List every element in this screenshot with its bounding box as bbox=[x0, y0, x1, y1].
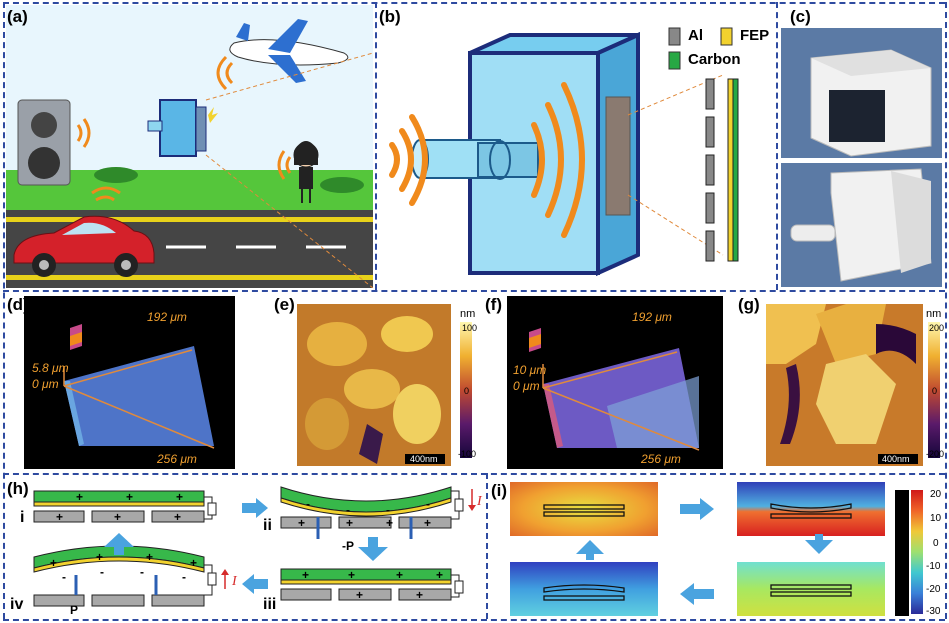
svg-text:+: + bbox=[424, 516, 431, 530]
svg-text:-: - bbox=[182, 570, 186, 584]
legend-fep-label: FEP bbox=[740, 27, 770, 44]
h-force-minus-p: -P bbox=[342, 539, 354, 553]
g-colorbar-tick-max: 200 bbox=[929, 323, 945, 333]
f-axis-origin-label: 0 μm bbox=[513, 379, 540, 393]
svg-text:+: + bbox=[436, 568, 443, 582]
svg-text:+: + bbox=[386, 516, 393, 530]
h-stage-ii-label: ii bbox=[263, 517, 272, 534]
panel-i-simulation bbox=[510, 482, 912, 618]
h-stage-iv-label: iv bbox=[10, 596, 24, 613]
svg-text:+: + bbox=[174, 510, 181, 524]
h-current-label-ii: I bbox=[477, 494, 482, 509]
svg-text:+: + bbox=[114, 510, 121, 524]
legend-carbon-label: Carbon bbox=[688, 51, 741, 68]
frame-bottom bbox=[3, 619, 945, 621]
panel-h-mechanism: + + + + + + ---- + + + + + + + + + + bbox=[6, 477, 484, 618]
d-axis-x-label: 256 μm bbox=[157, 452, 197, 466]
g-scalebar-label: 400nm bbox=[882, 454, 910, 464]
svg-text:+: + bbox=[416, 588, 423, 602]
panel-label-i: (i) bbox=[491, 481, 508, 500]
legend-al-label: Al bbox=[688, 27, 703, 44]
svg-text:-: - bbox=[346, 503, 350, 517]
g-colorbar bbox=[928, 322, 940, 458]
svg-text:+: + bbox=[76, 490, 83, 504]
i-colorbar-tick-10: 10 bbox=[930, 513, 942, 524]
svg-text:-: - bbox=[426, 497, 430, 511]
i-colorbar bbox=[911, 490, 923, 614]
panel-label-f: (f) bbox=[485, 295, 502, 314]
panel-label-c: (c) bbox=[790, 7, 811, 26]
svg-text:+: + bbox=[126, 490, 133, 504]
g-colorbar-unit: nm bbox=[926, 308, 942, 320]
svg-text:+: + bbox=[190, 556, 197, 570]
i-colorbar-tick-m20: -20 bbox=[926, 584, 941, 595]
panel-f-afm3d bbox=[507, 296, 723, 469]
svg-text:-: - bbox=[140, 565, 144, 579]
panel-e-afm2d bbox=[297, 304, 451, 466]
f-axis-y-label: 192 μm bbox=[632, 310, 672, 324]
e-colorbar-tick-mid: 0 bbox=[464, 386, 470, 396]
row-divider-1 bbox=[3, 290, 945, 292]
panel-g-afm2d bbox=[766, 304, 923, 466]
h-stage-i-label: i bbox=[20, 509, 25, 526]
panel-c-photo-bottom bbox=[781, 163, 942, 287]
e-scalebar-label: 400nm bbox=[410, 454, 438, 464]
d-axis-z-label: 5.8 μm bbox=[32, 361, 69, 375]
f-axis-z-label: 10 μm bbox=[513, 363, 547, 377]
h-stage-iii-label: iii bbox=[263, 596, 277, 613]
g-colorbar-tick-min: -200 bbox=[926, 449, 945, 459]
col-divider-hi bbox=[486, 473, 488, 619]
svg-text:+: + bbox=[56, 510, 63, 524]
svg-text:+: + bbox=[348, 568, 355, 582]
svg-text:+: + bbox=[176, 490, 183, 504]
panel-label-b: (b) bbox=[379, 7, 401, 26]
svg-text:+: + bbox=[346, 516, 353, 530]
i-colorbar-tick-0: 0 bbox=[933, 538, 939, 549]
svg-text:+: + bbox=[356, 588, 363, 602]
svg-text:-: - bbox=[386, 503, 390, 517]
d-axis-y-label: 192 μm bbox=[147, 310, 187, 324]
f-axis-x-label: 256 μm bbox=[641, 452, 681, 466]
col-divider-bc bbox=[776, 2, 778, 290]
panel-label-e: (e) bbox=[274, 295, 295, 314]
e-colorbar-unit: nm bbox=[460, 308, 476, 320]
col-divider-ab bbox=[375, 2, 377, 290]
svg-text:+: + bbox=[50, 556, 57, 570]
frame-top bbox=[3, 2, 945, 4]
panel-label-a: (a) bbox=[7, 7, 28, 26]
e-colorbar bbox=[460, 322, 472, 458]
panel-a-scene bbox=[6, 5, 374, 289]
svg-text:+: + bbox=[396, 568, 403, 582]
panel-label-g: (g) bbox=[738, 295, 760, 314]
svg-text:+: + bbox=[146, 550, 153, 564]
d-axis-origin-label: 0 μm bbox=[32, 377, 59, 391]
h-force-p: P bbox=[70, 603, 79, 617]
h-current-label-iv: I bbox=[232, 574, 237, 589]
panel-c-photo-top bbox=[781, 28, 942, 158]
g-colorbar-tick-mid: 0 bbox=[932, 386, 938, 396]
frame-left bbox=[3, 2, 5, 619]
svg-text:-: - bbox=[100, 565, 104, 579]
svg-text:+: + bbox=[96, 550, 103, 564]
e-colorbar-tick-min: -100 bbox=[458, 449, 477, 459]
svg-text:-: - bbox=[62, 570, 66, 584]
panel-label-d: (d) bbox=[7, 295, 29, 314]
svg-text:-: - bbox=[306, 497, 310, 511]
svg-text:+: + bbox=[298, 516, 305, 530]
e-colorbar-tick-max: 100 bbox=[462, 323, 478, 333]
i-colorbar-tick-m10: -10 bbox=[926, 561, 941, 572]
row-divider-2 bbox=[3, 473, 945, 475]
panel-label-h: (h) bbox=[7, 479, 29, 498]
i-colorbar-tick-m30: -30 bbox=[926, 606, 941, 617]
svg-text:+: + bbox=[302, 568, 309, 582]
i-colorbar-tick-20: 20 bbox=[930, 489, 942, 500]
frame-right bbox=[945, 2, 947, 619]
panel-d-afm3d bbox=[24, 296, 235, 469]
panel-b-device bbox=[378, 5, 774, 288]
